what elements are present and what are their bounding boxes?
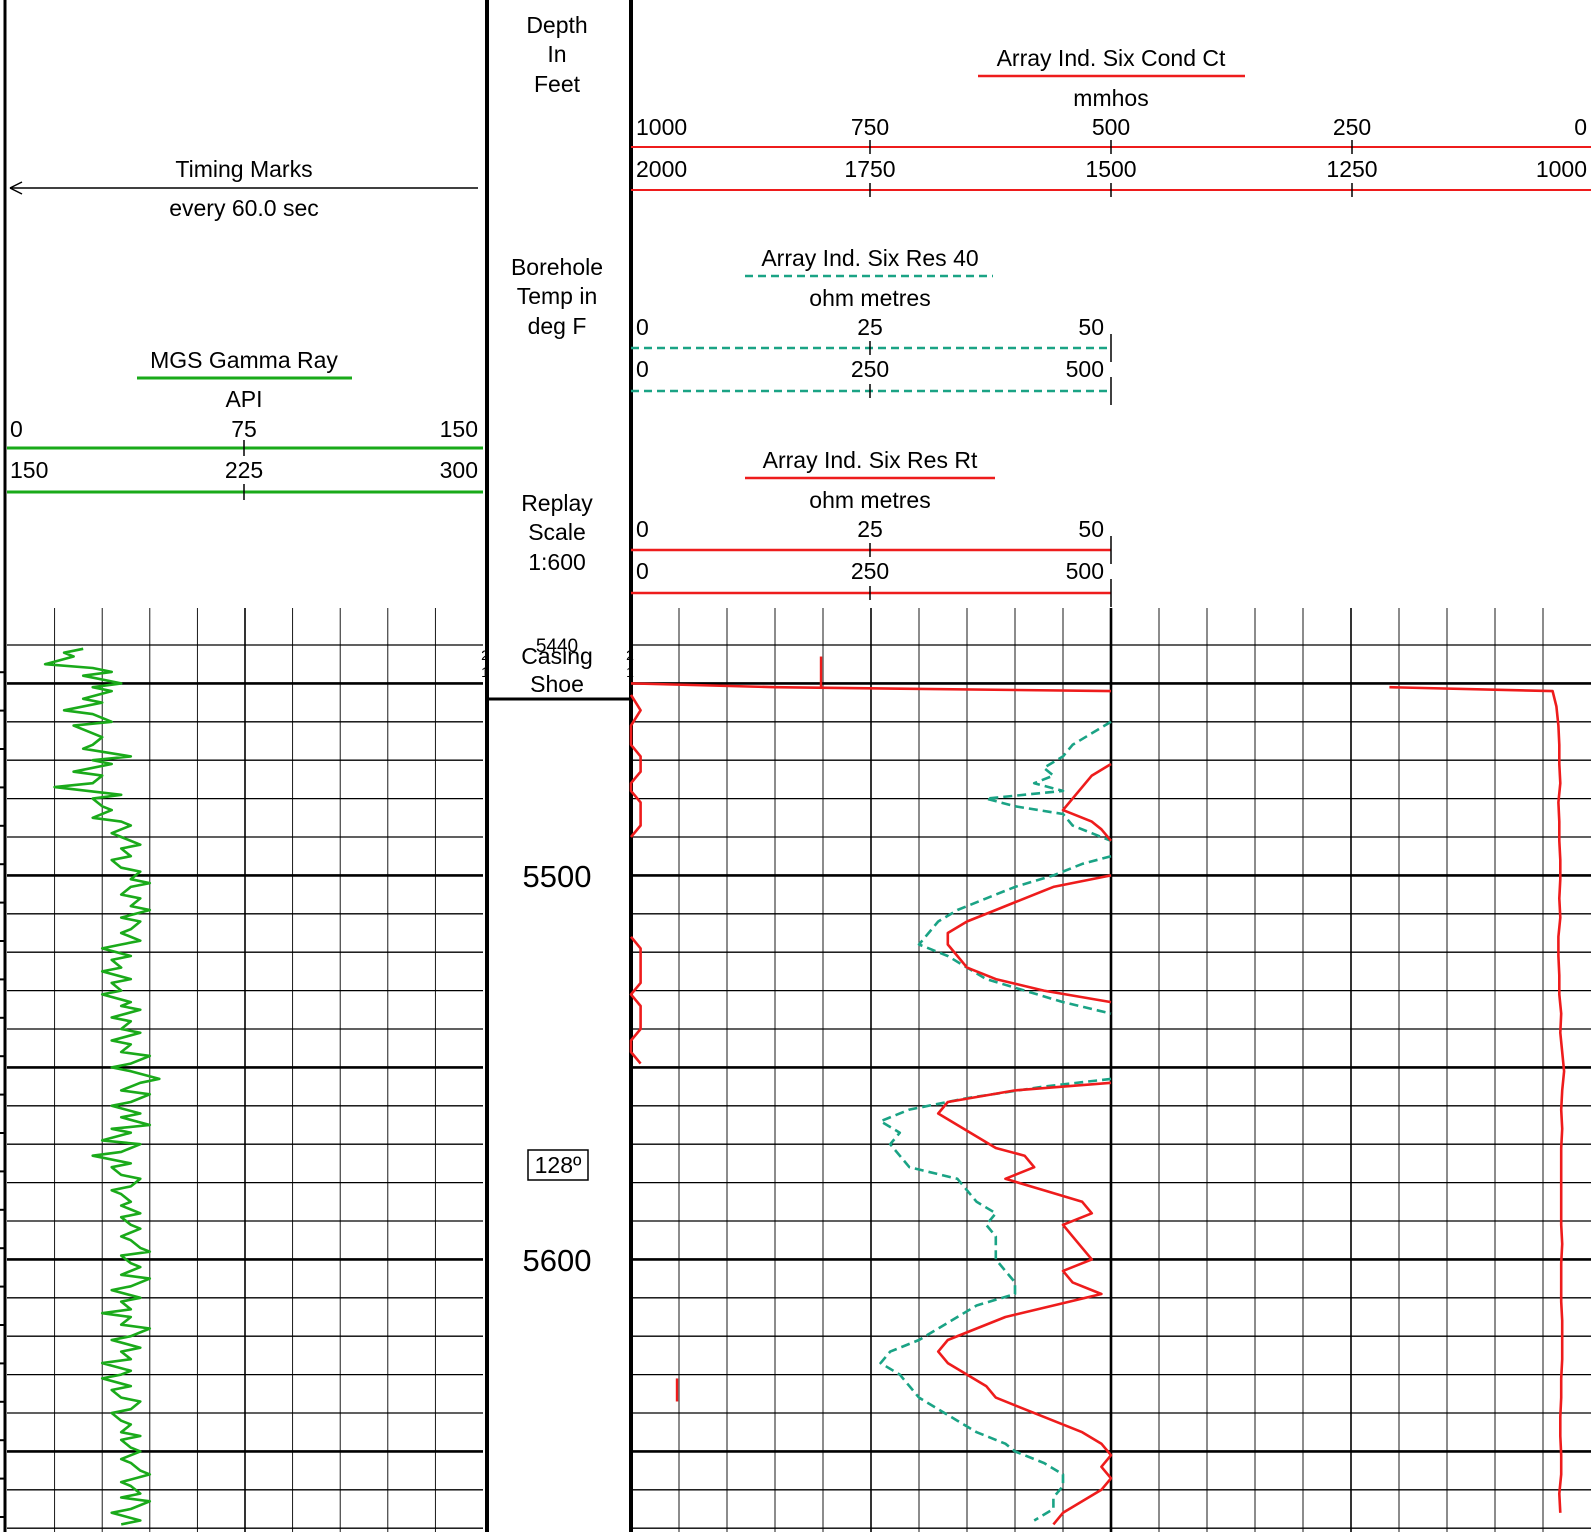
gamma-scale1-left: 0 (10, 416, 23, 442)
gamma-scale1-mid: 75 (231, 416, 257, 442)
cond-scale2-4: 1000 (1536, 156, 1587, 182)
depth-track-header: Depth In Feet Borehole Temp in deg F Rep… (511, 12, 603, 575)
track1-header: Timing Marks every 60.0 sec MGS Gamma Ra… (7, 156, 483, 500)
depth-header-line3: Feet (534, 71, 581, 97)
log-curves (43, 647, 1566, 1526)
cond-scale1-0: 1000 (636, 114, 687, 140)
cond-unit: mmhos (1073, 85, 1148, 111)
rt-scale1-0: 0 (636, 516, 649, 542)
gamma-title: MGS Gamma Ray (150, 347, 338, 373)
rt-scale2-0: 0 (636, 558, 649, 584)
cond-title: Array Ind. Six Cond Ct (997, 45, 1226, 71)
casing-shoe-line2: Shoe (530, 671, 584, 697)
res40-curve-segment-3 (879, 1077, 1112, 1522)
res40-scale2-2: 500 (1066, 356, 1104, 382)
rt-title: Array Ind. Six Res Rt (763, 447, 978, 473)
timing-marks-interval: every 60.0 sec (169, 195, 319, 221)
rt-curve-segment-2 (629, 694, 642, 838)
res40-title: Array Ind. Six Res 40 (761, 245, 978, 271)
track2-left-tick-top: 2 (626, 647, 634, 663)
gamma-scale2-left: 150 (10, 457, 48, 483)
gamma-ray-curve-segment-1 (43, 647, 161, 1526)
track2-left-tick-bottom: 1 (626, 664, 634, 680)
cond-scale2-2: 1500 (1085, 156, 1136, 182)
cond-scale1-1: 750 (851, 114, 889, 140)
left-arrow-icon (9, 181, 23, 195)
cond-scale1-2: 500 (1092, 114, 1130, 140)
track2-header: Array Ind. Six Cond Ct mmhos 1000 750 50… (631, 45, 1591, 607)
rt-curve-segment-6 (936, 1081, 1113, 1526)
cond-scale1-4: 0 (1574, 114, 1587, 140)
temp-header-line3: deg F (528, 313, 587, 339)
gamma-unit: API (225, 386, 262, 412)
cond-scale1-3: 250 (1333, 114, 1371, 140)
rt-curve-segment-1 (630, 682, 1112, 693)
temp-value-box (527, 1149, 589, 1181)
rt-curve-segment-3 (1061, 762, 1112, 842)
casing-shoe-line1: Casing (521, 643, 593, 669)
res40-scale2-1: 250 (851, 356, 889, 382)
replay-header-line2: Scale (528, 519, 586, 545)
rt-scale1-1: 25 (857, 516, 883, 542)
depth-header-line2: In (547, 41, 566, 67)
log-grid (7, 608, 1591, 1532)
depth-label-5500: 5500 (523, 859, 592, 894)
gamma-scale2-right: 300 (440, 457, 478, 483)
rt-scale1-2: 50 (1078, 516, 1104, 542)
depth-header-line1: Depth (526, 12, 587, 38)
replay-header-line1: Replay (521, 490, 593, 516)
res40-scale2-0: 0 (636, 356, 649, 382)
res40-unit: ohm metres (809, 285, 930, 311)
track1-right-tick-top: 2 (481, 647, 489, 663)
borehole-temp-value: 128º (535, 1152, 582, 1178)
temp-header-line2: Temp in (517, 283, 598, 309)
rt-unit: ohm metres (809, 487, 930, 513)
res40-scale1-2: 50 (1078, 314, 1104, 340)
rt-curve-segment-5 (629, 935, 642, 1065)
rt-scale2-2: 500 (1066, 558, 1104, 584)
start-depth-label: 5440 (536, 636, 578, 657)
timing-marks-title: Timing Marks (175, 156, 312, 182)
temp-header-line1: Borehole (511, 254, 603, 280)
rt-curve-segment-4 (946, 874, 1112, 1004)
gamma-scale2-mid: 225 (225, 457, 263, 483)
track-frames (0, 0, 1113, 1532)
rt-scale2-1: 250 (851, 558, 889, 584)
res40-scale1-0: 0 (636, 314, 649, 340)
cond-curve-segment-1 (1389, 685, 1566, 1513)
cond-scale2-1: 1750 (844, 156, 895, 182)
depth-label-5600: 5600 (523, 1243, 592, 1278)
cond-scale2-0: 2000 (636, 156, 687, 182)
cond-scale2-3: 1250 (1326, 156, 1377, 182)
res40-curve-segment-2 (917, 854, 1112, 1015)
gamma-scale1-right: 150 (440, 416, 478, 442)
replay-header-line3: 1:600 (528, 549, 586, 575)
depth-track-labels: Casing 5440 Shoe 2 1 2 1 5500 128º 5600 (481, 636, 634, 1281)
res40-curve-segment-1 (984, 720, 1112, 843)
track1-right-tick-bottom: 1 (481, 664, 489, 680)
res40-scale1-1: 25 (857, 314, 883, 340)
